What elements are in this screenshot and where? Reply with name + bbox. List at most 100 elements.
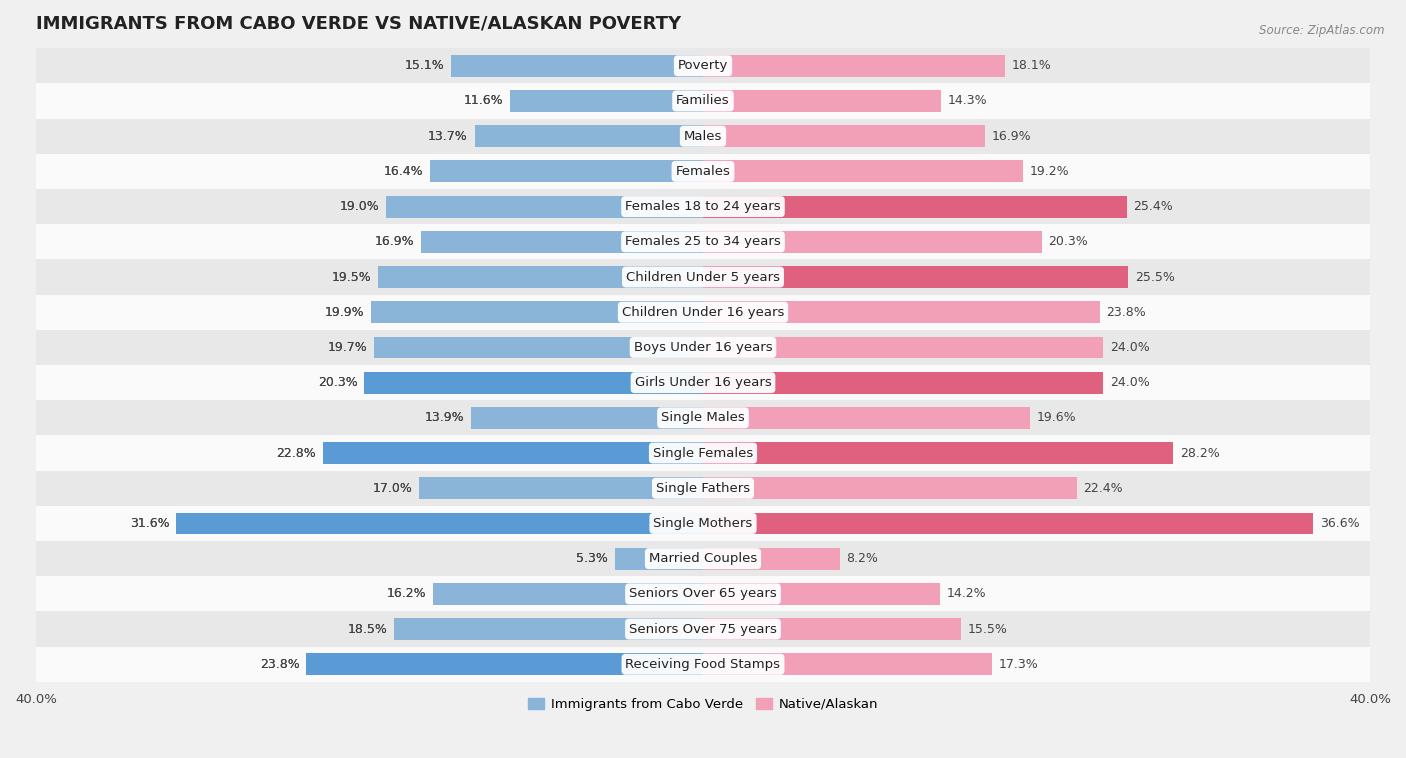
- Text: 31.6%: 31.6%: [129, 517, 169, 530]
- Text: 19.7%: 19.7%: [328, 341, 368, 354]
- Text: Families: Families: [676, 95, 730, 108]
- Text: 5.3%: 5.3%: [576, 552, 607, 565]
- Bar: [37, 647, 1369, 682]
- Text: 31.6%: 31.6%: [129, 517, 169, 530]
- Text: Source: ZipAtlas.com: Source: ZipAtlas.com: [1260, 24, 1385, 37]
- Text: 13.7%: 13.7%: [427, 130, 468, 143]
- Text: 19.9%: 19.9%: [325, 305, 364, 318]
- Bar: [395, 619, 703, 640]
- Bar: [703, 55, 1005, 77]
- Bar: [422, 231, 703, 252]
- Text: 20.3%: 20.3%: [318, 376, 357, 389]
- Bar: [451, 55, 703, 77]
- Bar: [703, 266, 1128, 288]
- Text: 18.1%: 18.1%: [1011, 59, 1052, 72]
- Bar: [37, 506, 1369, 541]
- Bar: [37, 330, 1369, 365]
- Bar: [614, 548, 703, 569]
- Bar: [509, 90, 703, 112]
- Bar: [433, 583, 703, 605]
- Bar: [37, 295, 1369, 330]
- Bar: [323, 442, 703, 464]
- Bar: [703, 548, 839, 569]
- Bar: [307, 653, 703, 675]
- Bar: [37, 224, 1369, 259]
- Text: 24.0%: 24.0%: [1109, 341, 1150, 354]
- Text: Seniors Over 65 years: Seniors Over 65 years: [628, 587, 778, 600]
- Bar: [364, 371, 703, 393]
- Bar: [176, 512, 703, 534]
- Bar: [37, 435, 1369, 471]
- Bar: [703, 161, 1024, 183]
- Text: 19.5%: 19.5%: [332, 271, 371, 283]
- Bar: [703, 90, 942, 112]
- Bar: [37, 471, 1369, 506]
- Text: 24.0%: 24.0%: [1109, 376, 1150, 389]
- Text: Males: Males: [683, 130, 723, 143]
- Text: Boys Under 16 years: Boys Under 16 years: [634, 341, 772, 354]
- Bar: [387, 196, 703, 218]
- Text: 14.2%: 14.2%: [946, 587, 986, 600]
- Text: Females 18 to 24 years: Females 18 to 24 years: [626, 200, 780, 213]
- Bar: [703, 619, 962, 640]
- Text: 16.9%: 16.9%: [991, 130, 1031, 143]
- Text: 22.4%: 22.4%: [1083, 482, 1123, 495]
- Bar: [703, 302, 1099, 323]
- Bar: [703, 407, 1029, 429]
- Text: 20.3%: 20.3%: [318, 376, 357, 389]
- Bar: [37, 83, 1369, 118]
- Text: 36.6%: 36.6%: [1320, 517, 1360, 530]
- Text: 17.0%: 17.0%: [373, 482, 413, 495]
- Bar: [37, 118, 1369, 154]
- Text: 13.7%: 13.7%: [427, 130, 468, 143]
- Bar: [703, 231, 1042, 252]
- Text: 13.9%: 13.9%: [425, 412, 464, 424]
- Text: Children Under 16 years: Children Under 16 years: [621, 305, 785, 318]
- Text: Girls Under 16 years: Girls Under 16 years: [634, 376, 772, 389]
- Text: 16.2%: 16.2%: [387, 587, 426, 600]
- Text: 16.9%: 16.9%: [375, 235, 415, 249]
- Text: IMMIGRANTS FROM CABO VERDE VS NATIVE/ALASKAN POVERTY: IMMIGRANTS FROM CABO VERDE VS NATIVE/ALA…: [37, 15, 681, 33]
- Bar: [703, 196, 1126, 218]
- Bar: [371, 302, 703, 323]
- Text: 14.3%: 14.3%: [948, 95, 988, 108]
- Text: 16.4%: 16.4%: [384, 165, 423, 178]
- Text: Seniors Over 75 years: Seniors Over 75 years: [628, 622, 778, 636]
- Text: 25.4%: 25.4%: [1133, 200, 1173, 213]
- Bar: [703, 478, 1077, 500]
- Bar: [429, 161, 703, 183]
- Text: 11.6%: 11.6%: [463, 95, 503, 108]
- Text: 15.1%: 15.1%: [405, 59, 444, 72]
- Text: Poverty: Poverty: [678, 59, 728, 72]
- Bar: [703, 371, 1104, 393]
- Text: 19.9%: 19.9%: [325, 305, 364, 318]
- Bar: [374, 337, 703, 359]
- Text: Females: Females: [675, 165, 731, 178]
- Bar: [37, 259, 1369, 295]
- Text: 16.9%: 16.9%: [375, 235, 415, 249]
- Text: 17.0%: 17.0%: [373, 482, 413, 495]
- Text: Children Under 5 years: Children Under 5 years: [626, 271, 780, 283]
- Bar: [703, 337, 1104, 359]
- Text: Single Fathers: Single Fathers: [657, 482, 749, 495]
- Bar: [37, 400, 1369, 435]
- Text: 22.8%: 22.8%: [277, 446, 316, 459]
- Text: Single Males: Single Males: [661, 412, 745, 424]
- Bar: [37, 49, 1369, 83]
- Bar: [37, 154, 1369, 189]
- Text: 19.6%: 19.6%: [1036, 412, 1076, 424]
- Text: Single Females: Single Females: [652, 446, 754, 459]
- Bar: [37, 189, 1369, 224]
- Text: 11.6%: 11.6%: [463, 95, 503, 108]
- Bar: [419, 478, 703, 500]
- Text: 18.5%: 18.5%: [347, 622, 388, 636]
- Bar: [703, 653, 991, 675]
- Text: Married Couples: Married Couples: [650, 552, 756, 565]
- Text: 19.2%: 19.2%: [1029, 165, 1070, 178]
- Bar: [475, 125, 703, 147]
- Text: 8.2%: 8.2%: [846, 552, 879, 565]
- Bar: [37, 612, 1369, 647]
- Text: Single Mothers: Single Mothers: [654, 517, 752, 530]
- Text: 19.0%: 19.0%: [340, 200, 380, 213]
- Text: 5.3%: 5.3%: [576, 552, 607, 565]
